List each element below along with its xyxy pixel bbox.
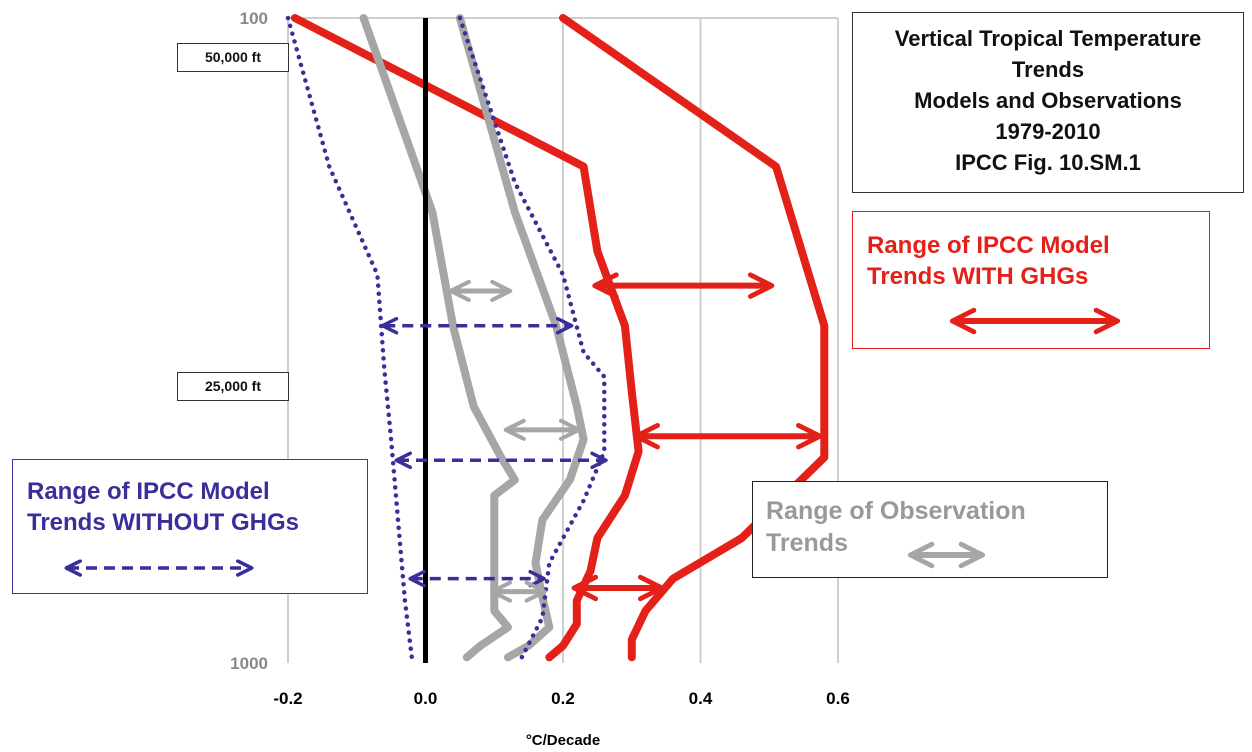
legend-without-ghg: Range of IPCC Model Trends WITHOUT GHGs (12, 459, 368, 594)
series-lines (285, 14, 829, 662)
chart-title-line: Vertical Tropical Temperature (894, 26, 1202, 51)
legend-with-ghg: Range of IPCC Model Trends WITH GHGs (852, 211, 1210, 349)
x-tick-label: 0.4 (689, 689, 713, 708)
legend-with-ghg-line: Trends WITH GHGs (867, 263, 1089, 290)
series-line-with-ghg-min (290, 14, 643, 662)
x-tick-label: 0.0 (414, 689, 438, 708)
x-tick-label: 0.6 (826, 689, 850, 708)
series-line-obs-max (455, 14, 588, 662)
chart-title-line: Models and Observations (914, 88, 1182, 113)
altitude-label-25000: 25,000 ft (177, 372, 289, 401)
legend-observations-line: Range of Observation (766, 497, 1026, 525)
series-line-with-ghg-max (559, 14, 829, 662)
y-tick-label: 1000 (230, 654, 268, 673)
legend-without-ghg-line: Range of IPCC Model (27, 478, 270, 505)
altitude-label-50000: 50,000 ft (177, 43, 289, 72)
x-tick-label: -0.2 (273, 689, 302, 708)
y-tick-label: 100 (240, 9, 268, 28)
chart-title-line: 1979-2010 (995, 119, 1101, 144)
chart-title-line: Trends (1011, 57, 1085, 82)
legend-observations-line: Trends (766, 529, 848, 557)
chart-title-box: Vertical Tropical Temperature Trends Mod… (852, 12, 1244, 193)
chart-title-line: IPCC Fig. 10.SM.1 (955, 150, 1141, 175)
range-arrows (380, 272, 823, 603)
y-axis-ticks: 100 1000 (230, 9, 268, 673)
legend-with-ghg-line: Range of IPCC Model (867, 232, 1110, 259)
legend-without-ghg-line: Trends WITHOUT GHGs (27, 509, 300, 536)
x-axis-ticks: -0.2 0.0 0.2 0.4 0.6 (273, 689, 849, 708)
x-axis-label: °C/Decade (526, 732, 600, 749)
legend-observations: Range of Observation Trends (752, 481, 1108, 578)
series-line-obs-min (359, 14, 519, 662)
x-tick-label: 0.2 (551, 689, 575, 708)
